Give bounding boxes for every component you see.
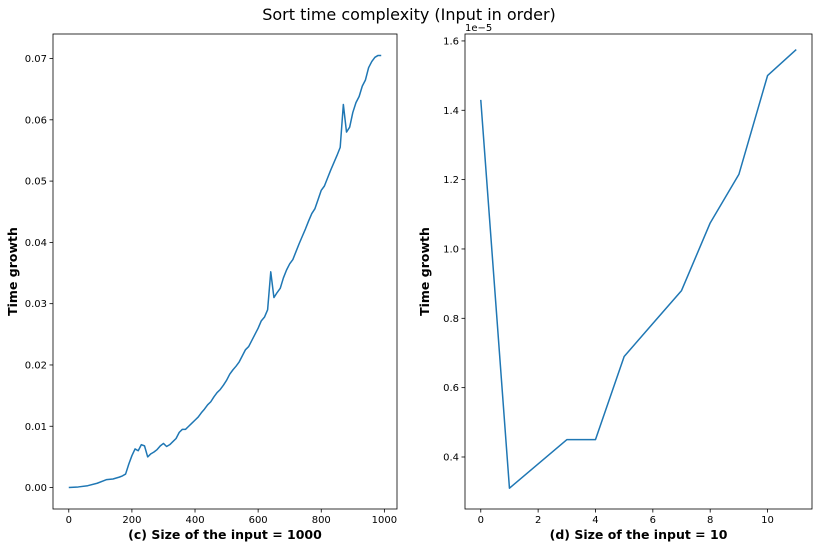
right-axes-frame: [464, 33, 813, 510]
left-y-tick-label: 0.07: [25, 54, 47, 65]
right-chart: 0 2 4 6 8 10 0.4 0.6 0.8 1.0 1.2 1.4 1.6 (d) Size of …: [417, 23, 813, 542]
left-y-tick-label: 0.04: [25, 238, 47, 249]
right-series-line-0: [480, 49, 797, 489]
left-y-axis-label: Time growth: [5, 227, 20, 316]
left-y-tick-label: 0.02: [25, 360, 47, 371]
right-y-tick-label: 0.4: [443, 452, 459, 463]
figure-suptitle: Sort time complexity (Input in order): [262, 5, 556, 24]
right-x-axis-label: (d) Size of the input = 10: [550, 527, 728, 542]
left-x-tick-label: 800: [312, 515, 331, 526]
right-offset-text: 1e−5: [465, 23, 492, 34]
left-x-tick-label: 0: [66, 515, 72, 526]
right-y-axis-label: Time growth: [417, 227, 432, 316]
right-x-tick-label: 8: [707, 515, 713, 526]
right-y-tick-label: 0.8: [443, 314, 459, 325]
left-y-tick-label: 0.05: [25, 177, 47, 188]
right-x-tick-label: 6: [650, 515, 656, 526]
right-y-tick-label: 1.6: [443, 36, 459, 47]
left-x-axis-label: (c) Size of the input = 1000: [128, 527, 322, 542]
left-chart: 0 200 400 600 800 1000 0.00 0.01 0.02 0.03 0.04 0.0…: [5, 33, 398, 542]
right-y-tick-label: 1.0: [443, 244, 459, 255]
right-y-tick-label: 1.4: [443, 106, 459, 117]
left-series-line-0: [68, 54, 382, 489]
right-y-tick-label: 1.2: [443, 175, 459, 186]
left-x-tick-label: 400: [185, 515, 204, 526]
right-y-tick-label: 0.6: [443, 383, 459, 394]
left-y-tick-label: 0.01: [25, 422, 47, 433]
left-y-tick-label: 0.06: [25, 115, 47, 126]
right-x-tick-label: 2: [535, 515, 541, 526]
left-x-tick-label: 600: [249, 515, 268, 526]
right-x-tick-label: 10: [761, 515, 774, 526]
right-x-tick-label: 4: [592, 515, 598, 526]
left-y-tick-label: 0.00: [25, 483, 47, 494]
left-x-tick-label: 1000: [372, 515, 397, 526]
left-axes-frame: [52, 33, 398, 510]
left-y-tick-label: 0.03: [25, 299, 47, 310]
right-x-tick-label: 0: [478, 515, 484, 526]
left-x-tick-label: 200: [122, 515, 141, 526]
